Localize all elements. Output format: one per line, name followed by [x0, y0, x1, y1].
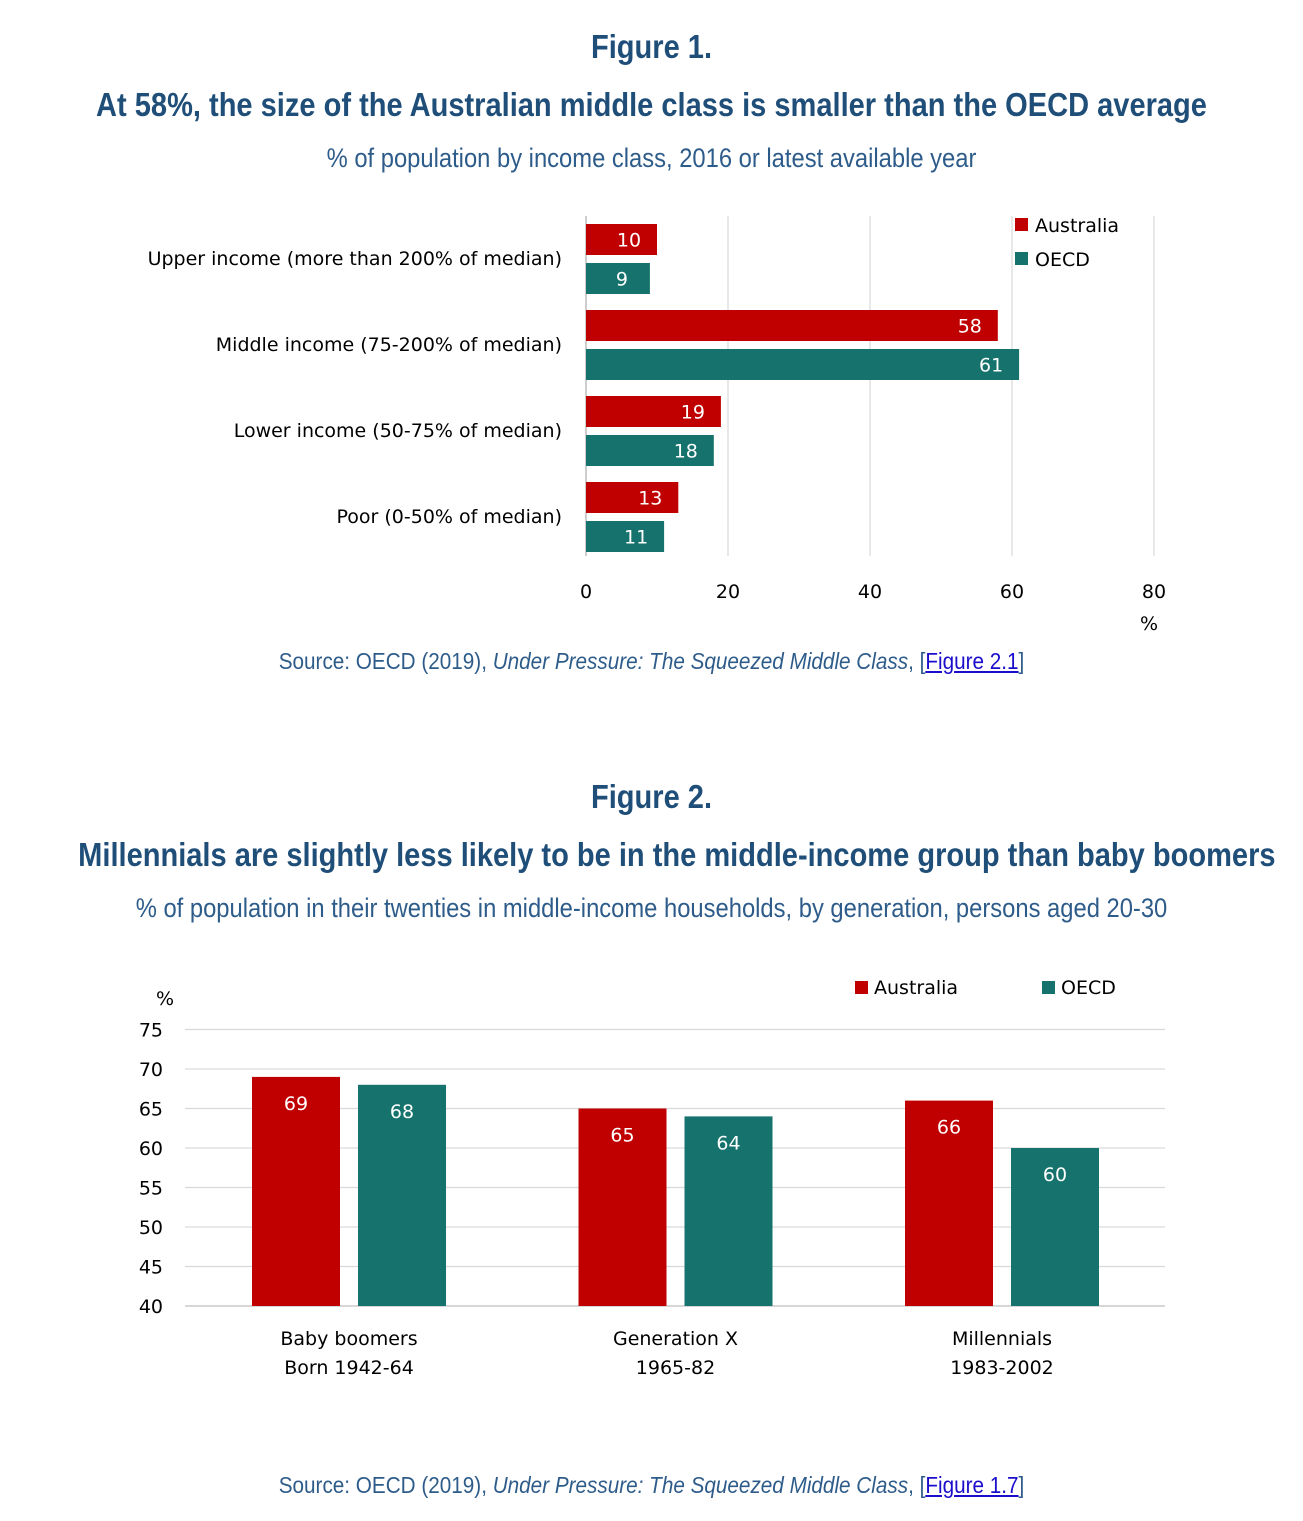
y-tick-label: 60 — [139, 1138, 163, 1160]
legend-swatch-australia — [1015, 218, 1028, 231]
category-label: Poor (0-50% of median) — [337, 506, 563, 528]
legend-swatch-australia — [855, 981, 868, 994]
bar-australia — [905, 1100, 993, 1306]
y-tick-label: 45 — [139, 1257, 163, 1279]
bar-oecd — [1011, 1148, 1099, 1306]
legend-label: Australia — [874, 977, 958, 999]
category-label: 1983-2002 — [950, 1357, 1054, 1379]
x-tick-label: 60 — [1000, 581, 1024, 603]
data-label: 9 — [616, 269, 628, 291]
bar-oecd — [586, 349, 1020, 380]
bar-australia — [586, 482, 679, 513]
category-label: Lower income (50-75% of median) — [234, 420, 562, 442]
data-label: 65 — [610, 1125, 634, 1147]
bar-australia — [586, 396, 721, 427]
category-label: Millennials — [952, 1328, 1052, 1350]
legend-label: OECD — [1061, 977, 1116, 999]
data-label: 61 — [979, 355, 1003, 377]
category-label: Upper income (more than 200% of median) — [148, 248, 562, 270]
source-separator: , — [908, 1472, 920, 1498]
category-label: Baby boomers — [280, 1328, 417, 1350]
category-label: 1965-82 — [636, 1357, 715, 1379]
y-axis-label: % — [156, 988, 174, 1010]
figure2-subtitle: % of population in their twenties in mid… — [135, 893, 1168, 923]
bar-oecd — [586, 521, 665, 552]
data-label: 11 — [624, 527, 648, 549]
data-label: 18 — [674, 441, 698, 463]
figure-2-1-link[interactable]: Figure 2.1 — [925, 648, 1019, 674]
data-label: 68 — [390, 1101, 414, 1123]
y-tick-label: 50 — [139, 1217, 163, 1239]
category-label: Middle income (75-200% of median) — [216, 334, 562, 356]
bar-australia — [252, 1076, 340, 1306]
bar-oecd — [586, 435, 714, 466]
figure2-chart: 40 45 50 55 60 65 70 75% Baby boomers Born 1942-6… — [139, 977, 1165, 1379]
category-label: Generation X — [613, 1328, 738, 1350]
data-label: 19 — [681, 402, 705, 424]
data-label: 64 — [716, 1132, 740, 1154]
data-label: 60 — [1043, 1164, 1067, 1186]
legend-label: OECD — [1035, 249, 1090, 271]
x-tick-label: 80 — [1142, 581, 1166, 603]
y-tick-label: 75 — [139, 1020, 163, 1042]
source-title: Under Pressure: The Squeezed Middle Clas… — [492, 648, 909, 674]
bar-australia — [586, 310, 998, 341]
source-title: Under Pressure: The Squeezed Middle Clas… — [492, 1472, 909, 1498]
x-tick-label: 20 — [716, 581, 740, 603]
figure1-title: At 58%, the size of the Australian middl… — [96, 86, 1207, 123]
source-prefix: Source: OECD (2019), — [278, 648, 493, 674]
figure2-source: Source: OECD (2019), Under Pressure: The… — [65, 1472, 1238, 1499]
figure1-number: Figure 1. — [590, 28, 713, 65]
figure1-chart: 0 20 40 60 80% Upper income (more than 200% o… — [148, 215, 1167, 635]
data-label: 13 — [638, 488, 662, 510]
figure2-number: Figure 2. — [590, 778, 713, 815]
source-bracket-open: [ — [919, 648, 926, 674]
source-prefix: Source: OECD (2019), — [278, 1472, 493, 1498]
category-label: Born 1942-64 — [284, 1357, 414, 1379]
legend-swatch-oecd — [1015, 252, 1028, 265]
x-tick-label: 0 — [580, 581, 592, 603]
bar-oecd — [586, 263, 650, 294]
data-label: 69 — [284, 1093, 308, 1115]
data-label: 66 — [937, 1117, 961, 1139]
bar-oecd — [358, 1084, 446, 1306]
data-label: 58 — [958, 316, 982, 338]
figure1-subtitle: % of population by income class, 2016 or… — [326, 143, 977, 173]
source-separator: , — [908, 648, 920, 674]
bar-australia — [586, 224, 657, 255]
x-tick-label: 40 — [858, 581, 882, 603]
legend-label: Australia — [1035, 215, 1119, 237]
bar-oecd — [684, 1116, 773, 1306]
y-tick-label: 65 — [139, 1099, 163, 1121]
source-bracket-close: ] — [1018, 1472, 1025, 1498]
bar-australia — [578, 1108, 667, 1306]
x-axis-label: % — [1140, 613, 1158, 635]
y-tick-label: 55 — [139, 1178, 163, 1200]
figure-1-7-link[interactable]: Figure 1.7 — [925, 1472, 1019, 1498]
y-tick-label: 70 — [139, 1059, 163, 1081]
y-tick-label: 40 — [139, 1296, 163, 1318]
figure2-title: Millennials are slightly less likely to … — [78, 836, 1276, 873]
source-bracket-open: [ — [919, 1472, 926, 1498]
data-label: 10 — [617, 230, 641, 252]
source-bracket-close: ] — [1018, 648, 1025, 674]
figure1-source: Source: OECD (2019), Under Pressure: The… — [65, 648, 1238, 675]
legend-swatch-oecd — [1042, 981, 1055, 994]
